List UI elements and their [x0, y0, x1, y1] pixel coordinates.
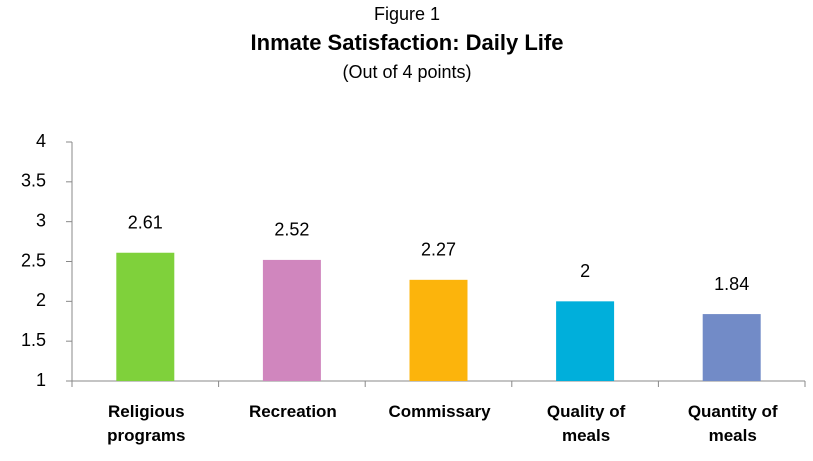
y-tick-label: 3 [36, 210, 46, 230]
value-label: 2.61 [128, 212, 163, 232]
value-label: 1.84 [714, 274, 749, 294]
value-label: 2.52 [274, 220, 309, 240]
y-tick-label: 2 [36, 290, 46, 310]
y-tick-label: 2.5 [21, 250, 46, 270]
x-tick-label: Quantity of meals [687, 402, 778, 445]
bar [116, 252, 175, 381]
bar [702, 314, 761, 381]
chart-title: Figure 1 [374, 4, 440, 24]
bar [262, 259, 321, 381]
x-tick-label: Recreation [248, 402, 337, 421]
y-tick-label: 1 [36, 370, 46, 390]
chart-note: (Out of 4 points) [342, 62, 471, 82]
value-label: 2 [580, 261, 590, 281]
y-tick-label: 1.5 [21, 330, 46, 350]
bar [556, 301, 615, 381]
x-tick-label: Religious programs [107, 402, 186, 445]
y-tick-label: 4 [36, 131, 46, 151]
x-tick-label: Commissary [388, 402, 491, 421]
chart-subtitle: Inmate Satisfaction: Daily Life [251, 30, 564, 55]
y-tick-label: 3.5 [21, 171, 46, 191]
x-tick-label: Quality of meals [546, 402, 626, 445]
value-label: 2.27 [421, 240, 456, 260]
bar [409, 279, 468, 381]
